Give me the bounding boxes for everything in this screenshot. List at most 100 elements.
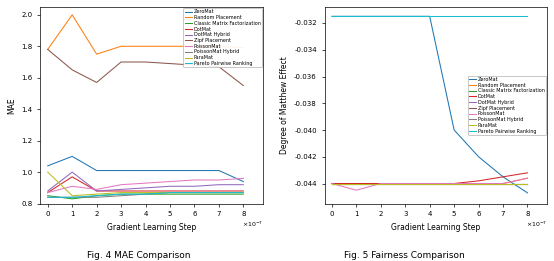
DotMat Hybrid: [329, 182, 335, 185]
PoissonMat: [353, 189, 360, 192]
DotMat Hybrid: [167, 185, 173, 188]
ParaMat: [451, 182, 458, 185]
Line: PoissonMat: PoissonMat: [48, 179, 243, 193]
Text: Fig. 4 MAE Comparison: Fig. 4 MAE Comparison: [87, 251, 190, 260]
Random Placement: [44, 48, 51, 51]
Classic Matrix Factorization: [500, 182, 506, 185]
Classic Matrix Factorization: [240, 193, 247, 196]
Pareto Pairwise Ranking: [240, 191, 247, 194]
PoissonMat: [191, 179, 198, 182]
PoissonMat Hybrid: [329, 182, 335, 185]
Zipf Placement: [427, 182, 433, 185]
ParaMat: [402, 182, 408, 185]
DotMat: [93, 189, 100, 193]
DotMat: [191, 189, 198, 193]
ZeroMat: [402, 15, 408, 18]
X-axis label: Gradient Learning Step: Gradient Learning Step: [107, 223, 196, 232]
ParaMat: [191, 191, 198, 194]
ZeroMat: [524, 191, 531, 194]
ZeroMat: [377, 15, 384, 18]
DotMat: [500, 175, 506, 178]
Pareto Pairwise Ranking: [93, 194, 100, 197]
Legend: ZeroMat, Random Placement, Classic Matrix Factorization, DotMat, DotMat Hybrid, : ZeroMat, Random Placement, Classic Matri…: [183, 8, 262, 67]
Classic Matrix Factorization: [44, 194, 51, 197]
Y-axis label: MAE: MAE: [7, 97, 16, 114]
ZeroMat: [191, 169, 198, 172]
DotMat Hybrid: [475, 182, 482, 185]
DotMat Hybrid: [353, 182, 360, 185]
Zipf Placement: [240, 84, 247, 87]
Zipf Placement: [402, 182, 408, 185]
DotMat Hybrid: [427, 182, 433, 185]
ParaMat: [118, 191, 125, 194]
PoissonMat: [167, 180, 173, 183]
PoissonMat Hybrid: [167, 191, 173, 194]
DotMat: [44, 191, 51, 194]
Zipf Placement: [191, 64, 198, 67]
Random Placement: [118, 45, 125, 48]
Zipf Placement: [524, 182, 531, 185]
PoissonMat Hybrid: [44, 196, 51, 199]
DotMat Hybrid: [44, 189, 51, 193]
Line: ParaMat: ParaMat: [48, 172, 243, 196]
Classic Matrix Factorization: [377, 182, 384, 185]
DotMat: [451, 182, 458, 185]
ParaMat: [353, 182, 360, 185]
PoissonMat Hybrid: [69, 196, 75, 199]
ParaMat: [93, 193, 100, 196]
DotMat Hybrid: [118, 188, 125, 191]
PoissonMat Hybrid: [142, 193, 149, 196]
Pareto Pairwise Ranking: [216, 191, 222, 194]
Random Placement: [240, 46, 247, 49]
PoissonMat Hybrid: [451, 182, 458, 185]
PoissonMat Hybrid: [524, 182, 531, 185]
Text: Fig. 5 Fairness Comparison: Fig. 5 Fairness Comparison: [344, 251, 465, 260]
Line: DotMat Hybrid: DotMat Hybrid: [48, 172, 243, 191]
ZeroMat: [93, 169, 100, 172]
Classic Matrix Factorization: [353, 182, 360, 185]
Zipf Placement: [118, 61, 125, 64]
DotMat Hybrid: [451, 182, 458, 185]
DotMat: [353, 182, 360, 185]
X-axis label: Gradient Learning Step: Gradient Learning Step: [391, 223, 480, 232]
Random Placement: [377, 182, 384, 185]
PoissonMat Hybrid: [475, 182, 482, 185]
Zipf Placement: [475, 182, 482, 185]
DotMat Hybrid: [191, 185, 198, 188]
ParaMat: [216, 191, 222, 194]
Line: Random Placement: Random Placement: [48, 15, 243, 54]
PoissonMat Hybrid: [191, 191, 198, 194]
Line: Zipf Placement: Zipf Placement: [48, 49, 243, 86]
PoissonMat: [402, 182, 408, 185]
Random Placement: [451, 182, 458, 185]
Pareto Pairwise Ranking: [118, 193, 125, 196]
ParaMat: [524, 182, 531, 185]
Classic Matrix Factorization: [475, 182, 482, 185]
PoissonMat: [329, 182, 335, 185]
PoissonMat: [475, 182, 482, 185]
PoissonMat: [216, 179, 222, 182]
Random Placement: [402, 182, 408, 185]
Pareto Pairwise Ranking: [353, 15, 360, 18]
PoissonMat: [500, 182, 506, 185]
DotMat Hybrid: [524, 182, 531, 185]
Random Placement: [427, 182, 433, 185]
Classic Matrix Factorization: [118, 193, 125, 196]
Zipf Placement: [93, 81, 100, 84]
Line: Classic Matrix Factorization: Classic Matrix Factorization: [48, 194, 243, 199]
Classic Matrix Factorization: [167, 193, 173, 196]
PoissonMat Hybrid: [240, 191, 247, 194]
ZeroMat: [427, 15, 433, 18]
Pareto Pairwise Ranking: [500, 15, 506, 18]
PoissonMat: [44, 191, 51, 194]
ZeroMat: [216, 169, 222, 172]
PoissonMat Hybrid: [216, 191, 222, 194]
Zipf Placement: [377, 182, 384, 185]
ZeroMat: [240, 180, 247, 183]
DotMat Hybrid: [216, 183, 222, 186]
ZeroMat: [329, 15, 335, 18]
ParaMat: [142, 191, 149, 194]
PoissonMat Hybrid: [500, 182, 506, 185]
Line: PoissonMat: PoissonMat: [332, 178, 527, 190]
Line: ZeroMat: ZeroMat: [48, 156, 243, 182]
